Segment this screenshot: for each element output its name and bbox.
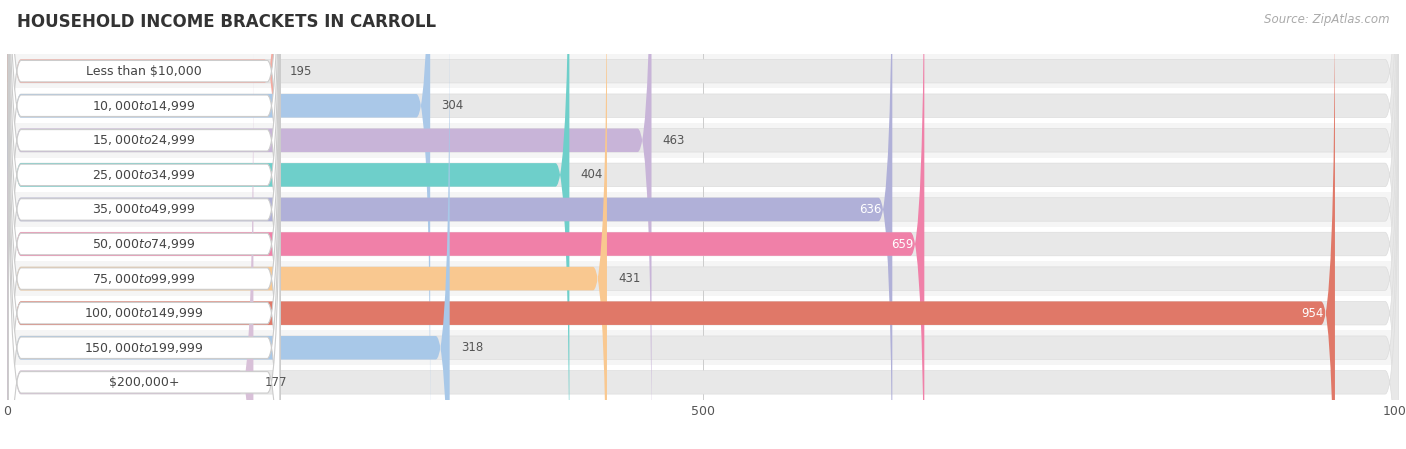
FancyBboxPatch shape — [7, 0, 1399, 449]
Text: HOUSEHOLD INCOME BRACKETS IN CARROLL: HOUSEHOLD INCOME BRACKETS IN CARROLL — [17, 13, 436, 31]
FancyBboxPatch shape — [8, 0, 280, 449]
FancyBboxPatch shape — [7, 14, 1399, 449]
FancyBboxPatch shape — [8, 0, 280, 372]
Bar — [7, 261, 1399, 296]
FancyBboxPatch shape — [7, 14, 450, 449]
Text: $75,000 to $99,999: $75,000 to $99,999 — [93, 272, 195, 286]
Text: $100,000 to $149,999: $100,000 to $149,999 — [84, 306, 204, 320]
Text: $200,000+: $200,000+ — [108, 376, 180, 389]
Text: Source: ZipAtlas.com: Source: ZipAtlas.com — [1264, 13, 1389, 26]
FancyBboxPatch shape — [8, 47, 280, 449]
FancyBboxPatch shape — [7, 0, 1399, 449]
Bar — [7, 88, 1399, 123]
Text: $50,000 to $74,999: $50,000 to $74,999 — [93, 237, 195, 251]
FancyBboxPatch shape — [7, 48, 253, 449]
Text: $10,000 to $14,999: $10,000 to $14,999 — [93, 99, 195, 113]
Bar — [7, 54, 1399, 88]
FancyBboxPatch shape — [7, 48, 1399, 449]
FancyBboxPatch shape — [8, 82, 280, 449]
FancyBboxPatch shape — [7, 0, 893, 449]
FancyBboxPatch shape — [8, 0, 280, 449]
Text: $15,000 to $24,999: $15,000 to $24,999 — [93, 133, 195, 147]
Bar — [7, 296, 1399, 330]
Text: $150,000 to $199,999: $150,000 to $199,999 — [84, 341, 204, 355]
Text: 304: 304 — [441, 99, 464, 112]
FancyBboxPatch shape — [7, 0, 1399, 449]
FancyBboxPatch shape — [7, 0, 1399, 449]
Text: 954: 954 — [1302, 307, 1324, 320]
Text: 636: 636 — [859, 203, 882, 216]
Text: Less than $10,000: Less than $10,000 — [86, 65, 202, 78]
FancyBboxPatch shape — [7, 0, 1399, 405]
Bar — [7, 365, 1399, 400]
Text: $35,000 to $49,999: $35,000 to $49,999 — [93, 202, 195, 216]
Text: $25,000 to $34,999: $25,000 to $34,999 — [93, 168, 195, 182]
Text: 463: 463 — [662, 134, 685, 147]
FancyBboxPatch shape — [7, 0, 1399, 449]
FancyBboxPatch shape — [7, 0, 569, 449]
Bar — [7, 192, 1399, 227]
Bar — [7, 227, 1399, 261]
Text: 195: 195 — [290, 65, 312, 78]
Bar — [7, 330, 1399, 365]
FancyBboxPatch shape — [7, 0, 1334, 449]
Text: 318: 318 — [461, 341, 484, 354]
FancyBboxPatch shape — [7, 0, 278, 405]
Bar — [7, 158, 1399, 192]
FancyBboxPatch shape — [8, 0, 280, 449]
FancyBboxPatch shape — [7, 0, 1399, 449]
Text: 404: 404 — [581, 168, 603, 181]
Text: 431: 431 — [619, 272, 641, 285]
FancyBboxPatch shape — [8, 0, 280, 406]
Text: 659: 659 — [891, 238, 912, 251]
Bar — [7, 123, 1399, 158]
FancyBboxPatch shape — [7, 0, 430, 440]
FancyBboxPatch shape — [7, 0, 651, 449]
FancyBboxPatch shape — [7, 0, 1399, 440]
FancyBboxPatch shape — [8, 0, 280, 441]
Text: 177: 177 — [264, 376, 287, 389]
FancyBboxPatch shape — [8, 13, 280, 449]
FancyBboxPatch shape — [7, 0, 607, 449]
FancyBboxPatch shape — [7, 0, 924, 449]
FancyBboxPatch shape — [8, 0, 280, 449]
